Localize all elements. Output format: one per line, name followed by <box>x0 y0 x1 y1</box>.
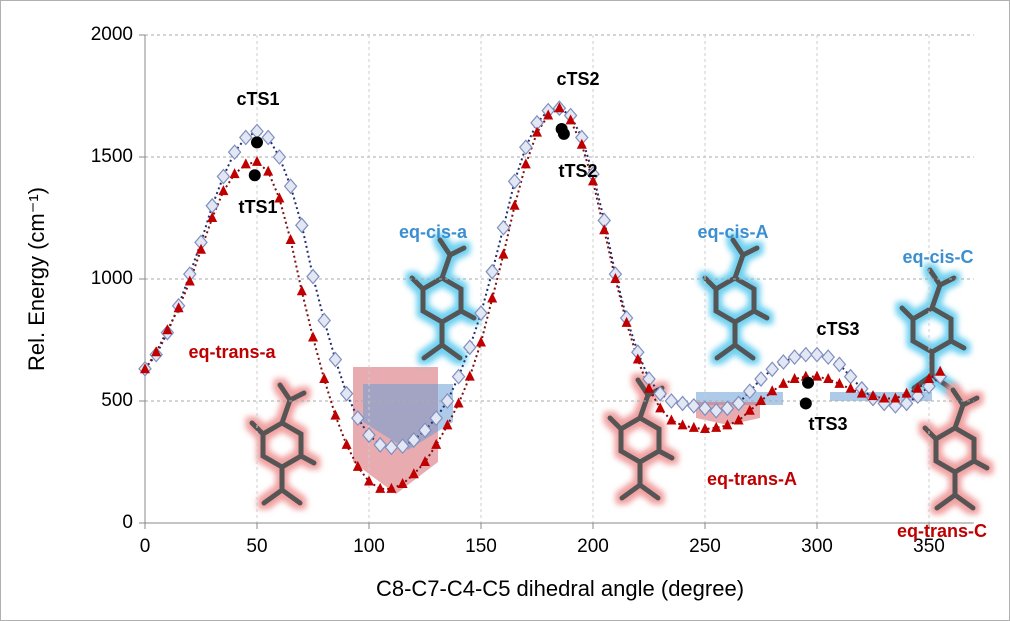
y-tick-label: 1000 <box>91 268 133 289</box>
y-tick-label: 1500 <box>91 146 133 167</box>
annotation: eq-cis-C <box>902 247 973 267</box>
annotation: cTS3 <box>816 319 859 339</box>
x-tick-label: 250 <box>689 536 721 557</box>
annotation: cTS1 <box>236 89 279 109</box>
annotation: eq-trans-a <box>188 342 276 362</box>
annotation: cTS2 <box>556 69 599 89</box>
annotation: tTS2 <box>558 161 597 181</box>
ts-point <box>800 397 812 409</box>
y-tick-label: 0 <box>122 512 133 533</box>
annotation: eq-trans-C <box>897 521 987 541</box>
y-tick-label: 500 <box>101 390 133 411</box>
x-tick-label: 150 <box>465 536 497 557</box>
ts-point <box>249 169 261 181</box>
ts-point <box>802 377 814 389</box>
chart: C8-C7-C4-C5 dihedral angle (degree) Rel.… <box>0 0 1010 621</box>
x-tick-label: 200 <box>577 536 609 557</box>
x-tick-label: 300 <box>801 536 833 557</box>
ts-point <box>558 128 570 140</box>
x-tick-label: 0 <box>140 536 151 557</box>
frame <box>1 1 1010 621</box>
annotation: tTS1 <box>238 197 277 217</box>
annotation: eq-cis-a <box>399 222 468 242</box>
x-tick-label: 100 <box>353 536 385 557</box>
y-axis-title: Rel. Energy (cm⁻¹) <box>24 187 49 371</box>
annotation: eq-cis-A <box>697 222 768 242</box>
x-tick-label: 50 <box>246 536 267 557</box>
y-tick-label: 2000 <box>91 24 133 45</box>
annotation: eq-trans-A <box>707 469 797 489</box>
annotation: tTS3 <box>808 414 847 434</box>
x-axis-title: C8-C7-C4-C5 dihedral angle (degree) <box>376 576 744 601</box>
ts-point <box>251 136 263 148</box>
